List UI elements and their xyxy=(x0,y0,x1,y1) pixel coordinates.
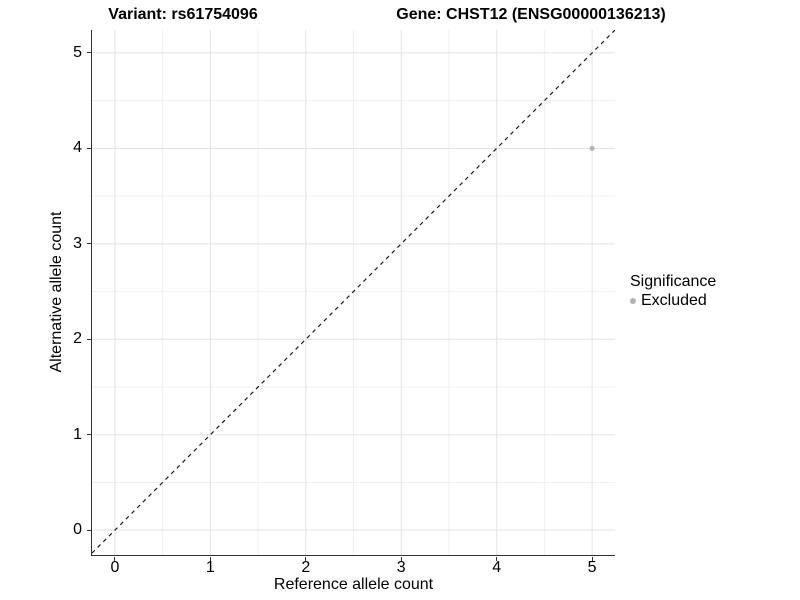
plot-title-variant: Variant: rs61754096 xyxy=(108,6,258,23)
x-tick-label: 4 xyxy=(492,559,502,576)
legend-entry: Excluded xyxy=(630,291,716,310)
x-tick-mark xyxy=(496,556,498,561)
y-tick-mark xyxy=(86,147,91,149)
y-tick-mark xyxy=(86,243,91,245)
x-tick-mark xyxy=(305,556,307,561)
plot-panel xyxy=(90,30,615,556)
legend-key-dot-icon xyxy=(630,297,636,304)
y-tick-label: 0 xyxy=(73,521,82,539)
x-tick-label: 3 xyxy=(396,559,406,576)
legend-entry-label: Excluded xyxy=(641,292,707,309)
x-tick-mark xyxy=(209,556,211,561)
x-tick-mark xyxy=(114,556,116,561)
y-tick-mark xyxy=(86,529,91,531)
legend-entries: Excluded xyxy=(630,291,716,310)
x-tick-label: 1 xyxy=(205,559,215,576)
legend: Significance Excluded xyxy=(630,272,716,310)
legend-title: Significance xyxy=(630,273,717,290)
plot-svg xyxy=(91,30,615,555)
y-tick-label: 1 xyxy=(73,425,82,443)
data-point xyxy=(589,145,595,151)
y-tick-mark xyxy=(86,338,91,340)
identity-line xyxy=(91,30,615,554)
x-tick-label: 2 xyxy=(301,559,311,576)
y-tick-label: 4 xyxy=(73,139,82,157)
x-tick-label: 5 xyxy=(587,559,597,576)
y-tick-label: 5 xyxy=(73,43,82,61)
x-tick-mark xyxy=(591,556,593,561)
x-axis-title: Reference allele count xyxy=(273,576,434,593)
y-tick-mark xyxy=(86,52,91,54)
x-tick-mark xyxy=(400,556,402,561)
plot-title-gene: Gene: CHST12 (ENSG00000136213) xyxy=(396,6,666,23)
y-tick-label: 2 xyxy=(73,330,82,348)
y-tick-label: 3 xyxy=(73,234,82,252)
y-tick-mark xyxy=(86,434,91,436)
x-tick-label: 0 xyxy=(110,559,120,576)
